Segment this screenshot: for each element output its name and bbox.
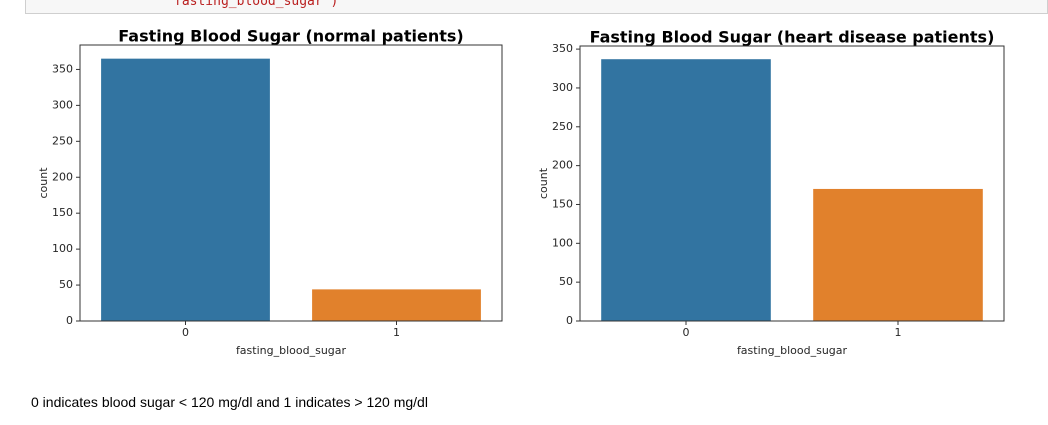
- y-tick-label: 300: [52, 98, 73, 111]
- axes-frame: [579, 45, 1005, 322]
- bar: [101, 58, 270, 321]
- y-axis-label: count: [537, 167, 550, 199]
- y-tick-label: 250: [552, 120, 573, 133]
- bar: [813, 188, 983, 321]
- y-tick-label: 0: [66, 314, 73, 327]
- y-tick-label: 50: [559, 275, 573, 288]
- y-tick-label: 0: [566, 314, 573, 327]
- x-tick-label: 1: [393, 326, 400, 339]
- y-tick-label: 150: [52, 206, 73, 219]
- x-axis-label: fasting_blood_sugar: [737, 344, 848, 357]
- y-tick-label: 350: [52, 62, 73, 75]
- y-axis-label: count: [37, 167, 50, 199]
- y-tick-label: 350: [552, 42, 573, 55]
- bar: [601, 59, 771, 322]
- y-tick-label: 150: [552, 197, 573, 210]
- axes-frame: [79, 44, 503, 322]
- y-tick-label: 200: [52, 170, 73, 183]
- note-text: 0 indicates blood sugar < 120 mg/dl and …: [31, 394, 428, 410]
- y-tick-label: 250: [52, 134, 73, 147]
- y-tick-label: 200: [552, 159, 573, 172]
- y-tick-label: 100: [552, 236, 573, 249]
- x-tick-label: 0: [683, 326, 690, 339]
- charts: Fasting Blood Sugar (normal patients) cou…: [37, 27, 1005, 357]
- bar: [312, 289, 481, 321]
- chart-title: Fasting Blood Sugar (heart disease patie…: [590, 28, 995, 47]
- x-tick-label: 1: [895, 326, 902, 339]
- y-tick-label: 300: [552, 81, 573, 94]
- y-tick-label: 50: [59, 278, 73, 291]
- x-tick-label: 0: [182, 326, 189, 339]
- x-axis-label: fasting_blood_sugar: [236, 344, 347, 357]
- y-tick-label: 100: [52, 242, 73, 255]
- chart-title: Fasting Blood Sugar (normal patients): [118, 27, 463, 46]
